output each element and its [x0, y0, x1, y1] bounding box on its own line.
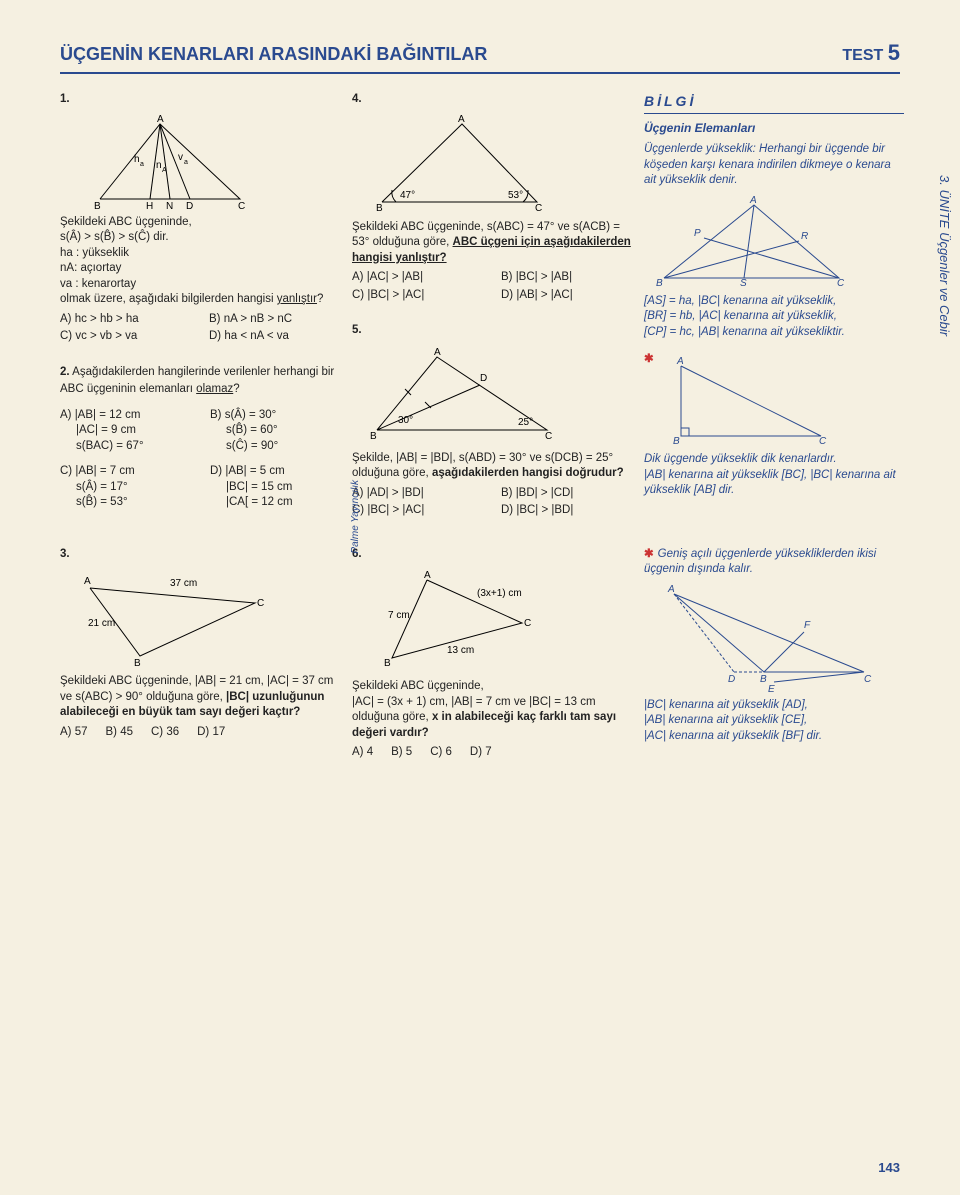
q1-options: A) hc > hb > haB) nA > nB > nC C) vc > v… — [60, 312, 340, 345]
q3-figure: A B C 21 cm 37 cm — [60, 568, 270, 668]
svg-text:C: C — [257, 598, 264, 609]
svg-text:7 cm: 7 cm — [388, 610, 410, 621]
svg-text:37 cm: 37 cm — [170, 578, 197, 589]
q6-figure: A B C 7 cm 13 cm (3x+1) cm — [352, 568, 562, 673]
svg-text:E: E — [768, 684, 775, 692]
svg-text:A: A — [434, 347, 441, 358]
svg-text:P: P — [694, 228, 701, 239]
svg-text:F: F — [804, 620, 811, 631]
svg-text:B: B — [656, 278, 663, 288]
svg-text:B: B — [384, 658, 391, 669]
svg-text:N: N — [166, 201, 173, 209]
svg-text:D: D — [186, 201, 193, 209]
svg-text:A: A — [458, 114, 465, 125]
question-6: 6. A B C 7 cm 13 cm (3x+1) cm Şekildeki … — [352, 547, 632, 761]
svg-text:47°: 47° — [400, 190, 415, 201]
question-1: 1. A B C H N D ha nA va Şekildeki ABC üç — [60, 92, 340, 345]
q1-figure: A B C H N D ha nA va — [60, 114, 260, 209]
svg-text:A: A — [749, 195, 757, 206]
svg-text:C: C — [238, 201, 245, 209]
bilgi-fig1: A B C S R P — [644, 193, 844, 288]
svg-text:30°: 30° — [398, 415, 413, 426]
q5-options: A) |AD| > |BD|B) |BD| > |CD| C) |BC| > |… — [352, 486, 632, 519]
svg-text:B: B — [94, 201, 101, 209]
svg-text:C: C — [535, 203, 542, 214]
q6-options: A) 4B) 5 C) 6D) 7 — [352, 745, 632, 761]
svg-text:B: B — [760, 674, 767, 685]
svg-text:(3x+1) cm: (3x+1) cm — [477, 588, 522, 599]
svg-text:a: a — [184, 159, 188, 166]
svg-text:C: C — [837, 278, 844, 288]
q4-options: A) |AC| > |AB|B) |BC| > |AB| C) |BC| > |… — [352, 270, 632, 303]
svg-text:13 cm: 13 cm — [447, 645, 474, 656]
info-box: BİLGİ Üçgenin Elemanları Üçgenlerde yüks… — [644, 92, 904, 539]
svg-text:R: R — [801, 231, 808, 242]
question-4: 4. A B C 47° 53° Şekildeki ABC üçgeninde… — [352, 92, 632, 303]
svg-text:S: S — [740, 278, 747, 288]
publisher-label: Palme Yayıncılık — [350, 480, 361, 554]
side-tab: 3. ÜNİTE Üçgenler ve Cebir — [937, 175, 952, 336]
page-number: 143 — [878, 1160, 900, 1175]
svg-text:C: C — [819, 436, 827, 446]
svg-text:C: C — [864, 674, 872, 685]
svg-text:h: h — [134, 154, 140, 165]
svg-text:53°: 53° — [508, 190, 523, 201]
bilgi-fig3: A B C D F E — [644, 582, 884, 692]
q3-options: A) 57B) 45 C) 36D) 17 — [60, 725, 340, 741]
svg-text:B: B — [376, 203, 383, 214]
info-box-cont: ✱Geniş açılı üçgenlerde yüksekliklerden … — [644, 547, 904, 781]
q2-options: A) |AB| = 12 cm |AC| = 9 cm s(BAC) = 67°… — [60, 408, 340, 511]
svg-text:v: v — [178, 152, 183, 163]
svg-text:25°: 25° — [518, 417, 533, 428]
question-2: 2. Aşağıdakilerden hangilerinde verilenl… — [60, 365, 340, 511]
svg-text:D: D — [728, 674, 735, 685]
svg-text:D: D — [480, 373, 487, 384]
svg-text:a: a — [140, 161, 144, 168]
svg-text:B: B — [134, 658, 141, 668]
svg-text:A: A — [424, 570, 431, 581]
svg-text:C: C — [524, 618, 531, 629]
svg-text:n: n — [156, 160, 162, 171]
svg-text:B: B — [673, 436, 680, 446]
question-5: 5. A B C D 30° 25° Şekilde, |AB| = |BD|,… — [352, 323, 632, 519]
svg-text:A: A — [162, 167, 167, 174]
test-label: TEST 5 — [842, 40, 900, 66]
svg-text:A: A — [676, 356, 684, 367]
svg-text:A: A — [667, 584, 675, 595]
page-title: ÜÇGENİN KENARLARI ARASINDAKİ BAĞINTILAR — [60, 44, 487, 65]
svg-text:A: A — [157, 114, 164, 125]
svg-text:C: C — [545, 431, 552, 442]
svg-text:H: H — [146, 201, 153, 209]
q5-figure: A B C D 30° 25° — [352, 345, 562, 445]
question-3: 3. A B C 21 cm 37 cm Şekildeki ABC üçgen… — [60, 547, 340, 741]
svg-text:A: A — [84, 576, 91, 587]
svg-text:21 cm: 21 cm — [88, 618, 115, 629]
q4-figure: A B C 47° 53° — [352, 114, 552, 214]
bilgi-fig2: A B C — [661, 356, 831, 446]
svg-text:B: B — [370, 431, 377, 442]
